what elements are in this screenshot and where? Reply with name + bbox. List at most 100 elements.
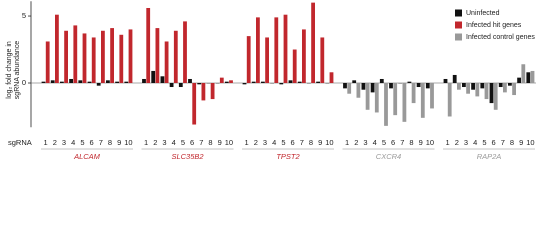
legend-swatch [455, 9, 462, 17]
x-tick-label: 3 [363, 138, 367, 147]
bar [96, 83, 101, 86]
bar [316, 81, 320, 84]
x-tick-label: 4 [373, 138, 377, 147]
bar [430, 83, 434, 109]
y-axis-label: log₂ fold change in [6, 41, 13, 99]
bar [311, 2, 315, 84]
x-tick-label: 4 [71, 138, 75, 147]
bar [188, 78, 192, 84]
bar [288, 80, 293, 84]
bar [115, 81, 119, 84]
bar [302, 29, 306, 84]
x-tick-label: 4 [473, 138, 477, 147]
bar [393, 83, 398, 116]
x-tick-label: 8 [309, 138, 313, 147]
bar [160, 76, 165, 84]
bar [55, 14, 59, 84]
bar [416, 83, 421, 88]
y-axis-label: sgRNA abundance [14, 41, 21, 99]
x-tick-label: 5 [382, 138, 386, 147]
bar [407, 81, 412, 84]
x-tick-label: 8 [208, 138, 212, 147]
x-tick-label: 9 [117, 138, 121, 147]
bar [352, 80, 357, 84]
x-tick-label: 1 [446, 138, 450, 147]
bar [297, 81, 302, 84]
x-tick-label: 3 [464, 138, 468, 147]
bar [197, 83, 202, 85]
bar [466, 83, 470, 94]
x-tick-label: 7 [99, 138, 103, 147]
y-tick-label: 0 [22, 78, 26, 87]
x-tick-label: 6 [291, 138, 295, 147]
x-tick-label: 8 [409, 138, 413, 147]
bar [224, 81, 229, 84]
x-tick-label: 3 [62, 138, 66, 147]
x-tick-label: 5 [80, 138, 84, 147]
x-tick-label: 2 [53, 138, 57, 147]
bar [50, 80, 55, 84]
bar [119, 34, 124, 84]
bar [512, 83, 516, 96]
bar [452, 74, 457, 84]
bar [508, 83, 512, 86]
x-tick-label: 2 [354, 138, 358, 147]
chart: sgRNA log₂ fold change in sgRNA abundance… [6, 1, 536, 161]
bar [60, 81, 64, 84]
bar [443, 78, 448, 84]
x-tick-label: 9 [318, 138, 322, 147]
bar [361, 83, 366, 90]
x-tick-label: 2 [153, 138, 157, 147]
x-tick-label: 1 [44, 138, 48, 147]
x-tick-label: 6 [90, 138, 94, 147]
bar [242, 83, 247, 85]
bar [411, 83, 416, 104]
bar [155, 28, 160, 84]
bar [447, 83, 452, 117]
bar [521, 64, 526, 84]
x-tick-label: 6 [391, 138, 395, 147]
x-tick-label: 4 [272, 138, 276, 147]
bar [283, 14, 288, 84]
bar [462, 83, 466, 88]
x-tick-label: 6 [190, 138, 194, 147]
bar [251, 81, 256, 84]
bar [356, 83, 361, 98]
group-label: CXCR4 [376, 152, 401, 161]
bar [329, 72, 334, 84]
bar [370, 83, 375, 93]
x-tick-label: 10 [124, 138, 132, 147]
group-label: RAP2A [477, 152, 502, 161]
bar [101, 30, 105, 84]
bar [425, 83, 430, 89]
group-label: ALCAM [73, 152, 101, 161]
bar [82, 33, 87, 84]
bar [379, 78, 384, 84]
x-tick-label: 7 [400, 138, 404, 147]
bar [484, 83, 489, 100]
bar [347, 83, 352, 94]
bar [480, 83, 485, 89]
x-tick-label: 7 [199, 138, 203, 147]
bar [124, 81, 129, 84]
bar [503, 83, 507, 93]
bar [343, 83, 347, 89]
legend-swatch [455, 21, 462, 29]
legend-label: Infected control genes [466, 34, 535, 41]
bar [374, 83, 379, 113]
legend-label: Uninfected [466, 10, 500, 17]
bar [178, 83, 183, 88]
bar [517, 77, 521, 84]
legend-label: Infected hit genes [466, 22, 522, 29]
x-tick-label: 7 [300, 138, 304, 147]
x-tick-label: 8 [108, 138, 112, 147]
bar [320, 37, 325, 84]
bar [69, 78, 73, 84]
bar [475, 83, 480, 97]
bar [256, 17, 260, 84]
bar [41, 81, 46, 84]
x-tick-label: 10 [426, 138, 434, 147]
bar [87, 81, 92, 84]
bar [530, 70, 535, 84]
bar [142, 78, 146, 84]
